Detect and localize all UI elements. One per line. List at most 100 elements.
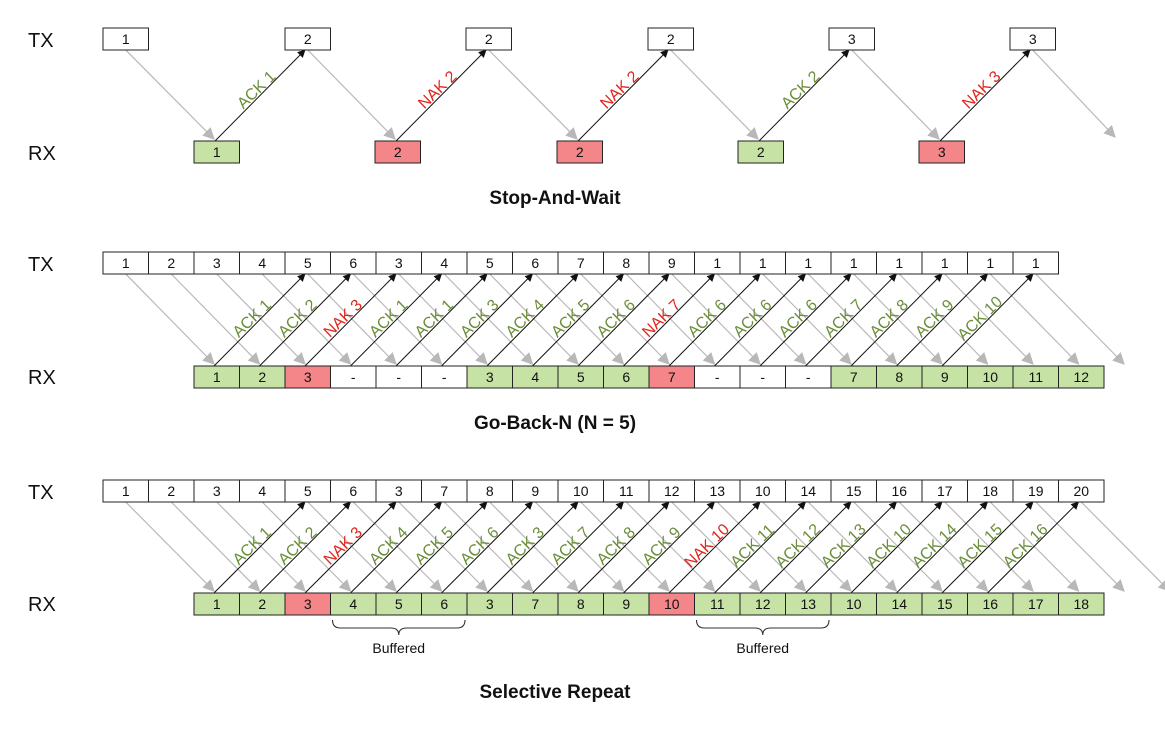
response-arrow [304, 273, 397, 367]
tx-frame-label: 4 [440, 255, 448, 271]
rx-frame-label: 2 [757, 144, 765, 160]
data-frame-arrow [1080, 501, 1165, 592]
rx-row-label: RX [28, 594, 56, 616]
ack-label: ACK 5 [548, 297, 593, 341]
tx-frame-box [284, 27, 331, 51]
tx-frame: 5 [466, 251, 513, 275]
ack-label: ACK 6 [685, 297, 730, 341]
tx-frame: 1 [830, 251, 877, 275]
stop-and-wait-frames: 1 2 2 2 3 3 1 2 2 2 3 [102, 27, 1056, 164]
tx-frame: 3 [1009, 27, 1056, 51]
rx-frame: - [785, 365, 832, 389]
response-arrow [259, 501, 352, 594]
tx-frame: 3 [193, 251, 240, 275]
ack-label: ACK 6 [776, 297, 821, 341]
ack-label: ACK 1 [230, 297, 275, 341]
data-frame-arrow [1032, 49, 1116, 138]
tx-frame-box [1012, 251, 1059, 275]
tx-row-label: TX [28, 482, 54, 504]
tx-frame-label: 7 [577, 255, 585, 271]
tx-frame-label: 1 [122, 483, 130, 499]
tx-frame-label: 2 [485, 31, 493, 47]
tx-frame-label: 8 [486, 483, 494, 499]
response-arrow [759, 273, 852, 367]
rx-frame: 2 [737, 140, 784, 164]
nak-label: NAK 7 [639, 297, 684, 341]
tx-frame-box [465, 27, 512, 51]
tx-frame-label: 1 [941, 255, 949, 271]
tx-frame-label: 1 [122, 31, 130, 47]
tx-frame: 8 [466, 479, 513, 503]
tx-frame-box [647, 27, 694, 51]
ack-label: ACK 2 [275, 524, 320, 568]
rx-frame: 17 [1012, 592, 1059, 616]
tx-frame: 6 [330, 479, 377, 503]
tx-frame-label: 19 [1028, 483, 1044, 499]
ack-label: ACK 9 [912, 297, 957, 341]
rx-frame: 13 [785, 592, 832, 616]
rx-frame: 16 [967, 592, 1014, 616]
tx-frame: 4 [421, 251, 468, 275]
rx-frame: - [694, 365, 741, 389]
tx-frame: 18 [967, 479, 1014, 503]
go-back-n-section: TX RX ACK 1 ACK 2 NAK 3 ACK 1 ACK 1 ACK 3 ACK … [28, 251, 1125, 434]
rx-frame-label: 11 [1028, 369, 1043, 385]
rx-frame-box [918, 140, 965, 164]
tx-frame-label: 6 [531, 255, 539, 271]
tx-frame: 12 [648, 479, 695, 503]
ack-label: ACK 1 [412, 297, 457, 341]
ack-label: ACK 8 [594, 524, 639, 568]
rx-frame: 6 [421, 592, 468, 616]
tx-frame-label: 3 [213, 255, 221, 271]
rx-frame: - [739, 365, 786, 389]
rx-frame: 1 [193, 592, 240, 616]
tx-frame-label: 2 [667, 31, 675, 47]
buffered-brace [695, 619, 830, 636]
nak-label: NAK 3 [321, 524, 366, 568]
rx-frame: 8 [557, 592, 604, 616]
tx-frame: 9 [648, 251, 695, 275]
tx-frame: 5 [284, 251, 331, 275]
rx-frame-label: 2 [258, 596, 266, 612]
tx-frame-label: 5 [486, 255, 494, 271]
tx-frame: 10 [557, 479, 604, 503]
response-arrow [532, 501, 625, 594]
tx-frame-label: 17 [937, 483, 953, 499]
data-frame-arrow [125, 49, 215, 140]
tx-frame: 20 [1058, 479, 1105, 503]
tx-frame: 1 [876, 251, 923, 275]
rx-frame-box [193, 140, 240, 164]
response-arrow [758, 49, 850, 142]
stop-and-wait-title: Stop-And-Wait [489, 188, 621, 209]
ack-label: ACK 9 [639, 524, 684, 568]
tx-frame-label: 3 [213, 483, 221, 499]
tx-frame: 2 [465, 27, 512, 51]
response-arrow [850, 273, 943, 367]
rx-frame: 18 [1058, 592, 1105, 616]
rx-frame-label: 14 [891, 596, 907, 612]
ack-label: ACK 2 [275, 297, 320, 341]
tx-frame: 13 [694, 479, 741, 503]
tx-frame-label: 1 [804, 255, 812, 271]
buffered-braces: Buffered Buffered [331, 619, 830, 656]
tx-frame-label: 12 [664, 483, 680, 499]
ack-label: ACK 4 [366, 524, 411, 568]
tx-frame: 3 [193, 479, 240, 503]
tx-frame-label: 10 [573, 483, 589, 499]
response-arrow [941, 501, 1034, 594]
tx-frame-label: 1 [986, 255, 994, 271]
response-arrow [714, 273, 807, 367]
rx-frame: 8 [876, 365, 923, 389]
rx-frame-label: 9 [622, 596, 630, 612]
rx-frame-label: - [760, 369, 765, 385]
ack-label: ACK 10 [864, 521, 916, 572]
tx-frame-label: 7 [440, 483, 448, 499]
nak-label: NAK 10 [682, 521, 734, 572]
tx-frame: 10 [739, 479, 786, 503]
ack-label: ACK 3 [457, 297, 502, 341]
rx-frame: 7 [830, 365, 877, 389]
tx-frame: 2 [148, 479, 195, 503]
tx-frame-label: 8 [622, 255, 630, 271]
rx-frame-label: 8 [895, 369, 903, 385]
tx-frame: 2 [148, 251, 195, 275]
